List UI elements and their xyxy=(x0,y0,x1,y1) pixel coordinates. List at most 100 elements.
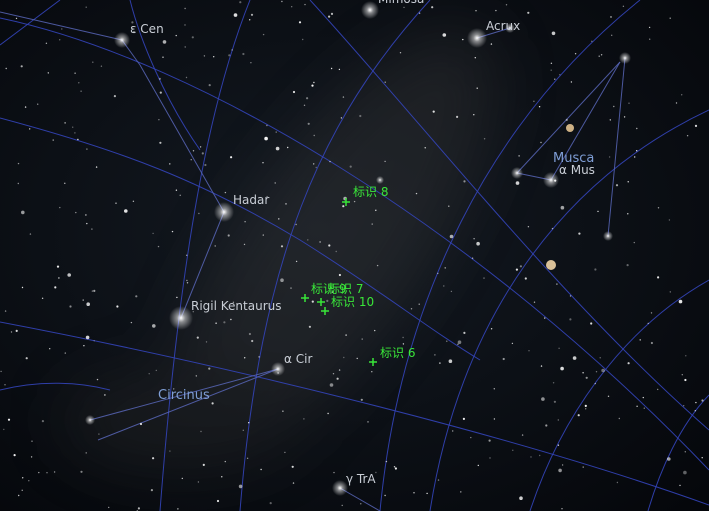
star xyxy=(242,52,245,56)
star xyxy=(46,472,48,474)
star xyxy=(426,492,428,495)
star xyxy=(275,146,280,151)
star xyxy=(636,150,638,152)
star xyxy=(329,383,334,387)
star xyxy=(437,479,440,481)
star-label: α Cir xyxy=(284,352,312,366)
star xyxy=(341,504,343,507)
star xyxy=(91,228,93,230)
star xyxy=(594,382,596,385)
marker-label: 标识 9 xyxy=(311,282,346,296)
star xyxy=(618,417,620,420)
star xyxy=(443,285,445,287)
star xyxy=(493,388,495,390)
star xyxy=(470,436,472,439)
star xyxy=(231,49,233,51)
star xyxy=(196,336,199,339)
star xyxy=(85,452,87,454)
star xyxy=(627,362,630,365)
star xyxy=(298,21,302,24)
star xyxy=(135,295,138,298)
star xyxy=(251,339,254,343)
star xyxy=(307,122,310,125)
star xyxy=(327,412,329,415)
star xyxy=(611,34,613,36)
star xyxy=(311,84,314,87)
star xyxy=(694,410,696,412)
star xyxy=(114,32,130,48)
star xyxy=(313,163,315,165)
star xyxy=(260,468,262,471)
star xyxy=(315,166,317,169)
star xyxy=(598,55,600,57)
marker-label: 标识 8 xyxy=(353,185,388,199)
star xyxy=(287,146,289,149)
star xyxy=(250,13,254,16)
star xyxy=(221,476,223,478)
marker-label: 标识 6 xyxy=(380,346,415,360)
star xyxy=(302,38,304,41)
star xyxy=(457,343,459,345)
star xyxy=(85,335,90,340)
star xyxy=(49,348,51,350)
star xyxy=(308,325,311,328)
constellation-label: Musca xyxy=(553,151,594,166)
milky-way xyxy=(60,30,497,470)
star xyxy=(678,299,683,304)
star xyxy=(58,277,60,279)
star-label: Rigil Kentaurus xyxy=(191,299,282,313)
star xyxy=(511,167,523,179)
star xyxy=(150,489,153,492)
star xyxy=(61,28,63,30)
star xyxy=(460,491,462,493)
star xyxy=(457,340,462,345)
star xyxy=(332,480,348,496)
star xyxy=(601,368,605,373)
star xyxy=(431,6,434,9)
star xyxy=(258,356,260,358)
star xyxy=(452,430,454,432)
star xyxy=(657,276,660,279)
star xyxy=(328,15,331,18)
star xyxy=(185,76,188,79)
star xyxy=(139,422,143,426)
labels: ε Cen Mimosa Acrux α Mus Hadar Rigil Ken… xyxy=(130,0,595,486)
star xyxy=(402,336,404,339)
star xyxy=(75,211,77,214)
star xyxy=(667,457,671,461)
star xyxy=(669,291,671,293)
star-label: γ TrA xyxy=(346,472,376,486)
star xyxy=(456,115,459,118)
star xyxy=(4,310,7,312)
star xyxy=(130,321,133,324)
marker-label: 标识 10 xyxy=(331,295,374,309)
star xyxy=(584,404,587,407)
star xyxy=(371,371,373,373)
star xyxy=(17,182,19,185)
star xyxy=(328,244,331,247)
star xyxy=(333,471,335,474)
star xyxy=(3,428,5,431)
marker-label: 标识 7 xyxy=(328,282,363,296)
star xyxy=(266,195,268,198)
star xyxy=(92,61,94,63)
star xyxy=(338,68,341,71)
star xyxy=(59,206,61,209)
star xyxy=(684,451,686,453)
star xyxy=(80,90,82,92)
star xyxy=(543,172,559,188)
star xyxy=(290,287,292,289)
star xyxy=(399,52,402,54)
star xyxy=(175,189,178,191)
star xyxy=(603,231,613,241)
star xyxy=(54,286,57,289)
star xyxy=(533,301,536,303)
star xyxy=(244,357,246,359)
star xyxy=(367,421,369,423)
star xyxy=(213,56,215,58)
star xyxy=(554,78,556,80)
star xyxy=(232,301,235,303)
star xyxy=(184,24,186,26)
star xyxy=(448,359,453,364)
star xyxy=(527,226,530,228)
